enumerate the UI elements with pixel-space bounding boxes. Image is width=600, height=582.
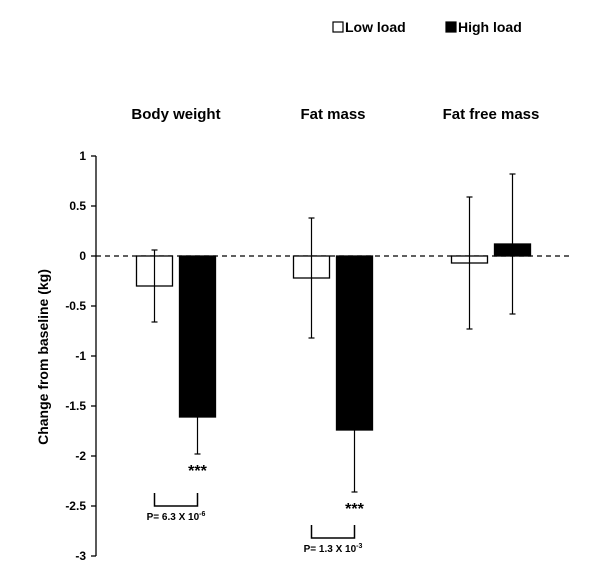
- y-tick-label: 0.5: [69, 199, 86, 213]
- group-title-fat-free-mass: Fat free mass: [443, 106, 540, 123]
- y-tick-label: -3: [75, 549, 86, 563]
- significance-bracket: [310, 525, 356, 539]
- y-tick-label: -2.5: [65, 499, 86, 513]
- annotations: *** P= 6.3 X 10-6 *** P= 1.3 X 10-3: [147, 463, 365, 555]
- y-tick-label: -0.5: [65, 299, 86, 313]
- y-tick-label: -2: [75, 449, 86, 463]
- y-axis-label: Change from baseline (kg): [35, 269, 51, 445]
- y-tick-label: 1: [79, 149, 86, 163]
- legend-swatch-high-load: [445, 21, 457, 33]
- y-tick-label: 0: [79, 249, 86, 263]
- y-tick-label: -1.5: [65, 399, 86, 413]
- legend-label-high-load: High load: [458, 19, 522, 35]
- legend-label-low-load: Low load: [345, 19, 406, 35]
- legend-swatch-low-load: [332, 21, 344, 33]
- bars: [135, 173, 532, 493]
- p-value-label: P= 6.3 X 10-6: [147, 511, 206, 523]
- y-tick-label: -1: [75, 349, 86, 363]
- p-value-label: P= 1.3 X 10-3: [304, 543, 363, 555]
- y-axis: 1 0.5 0 -0.5 -1 -1.5 -2 -2.5 -3: [65, 149, 571, 563]
- significance-stars: ***: [188, 463, 207, 480]
- significance-bracket: [153, 493, 199, 507]
- significance-stars: ***: [345, 501, 364, 518]
- group-title-fat-mass: Fat mass: [300, 106, 365, 123]
- group-title-body-weight: Body weight: [131, 106, 220, 123]
- legend: Low load High load: [332, 19, 522, 35]
